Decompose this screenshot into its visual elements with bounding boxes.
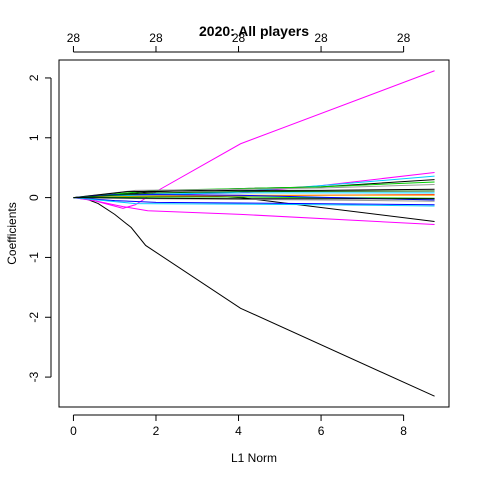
coefficient-path-line [73, 197, 435, 206]
x-tick-label: 2 [153, 424, 160, 438]
coefficient-path-line [73, 197, 435, 200]
coefficient-path-line [73, 190, 435, 199]
top-tick-label: 28 [314, 31, 328, 45]
coefficient-path-line [73, 197, 435, 207]
y-axis-title: Coefficients [5, 202, 19, 264]
chart-title: 2020: All players [199, 23, 309, 39]
coefficient-path-line [73, 188, 435, 199]
axes-layer: 0 2 4 6 8 28 28 28 28 28 -3 -2 -1 0 1 2 [27, 31, 411, 438]
x-tick-label: 6 [318, 424, 325, 438]
coefficient-path-line [73, 181, 435, 199]
coefficient-path-line [73, 192, 435, 199]
top-tick-label: 28 [67, 31, 81, 45]
y-tick-label: -2 [27, 312, 41, 323]
x-axis-title: L1 Norm [231, 451, 277, 465]
x-tick-label: 8 [400, 424, 407, 438]
y-tick-label: 0 [27, 194, 41, 201]
x-tick-label: 0 [70, 424, 77, 438]
y-tick-label: 2 [27, 74, 41, 81]
top-tick-label: 28 [149, 31, 163, 45]
y-tick-label: 1 [27, 134, 41, 141]
coefficient-path-line [73, 197, 435, 226]
plot-frame [58, 59, 450, 408]
top-tick-label: 28 [232, 31, 246, 45]
x-tick-label: 4 [235, 424, 242, 438]
y-tick-label: -3 [27, 371, 41, 382]
y-tick-label: -1 [27, 252, 41, 263]
top-tick-label: 28 [397, 31, 411, 45]
series-layer [73, 70, 435, 397]
